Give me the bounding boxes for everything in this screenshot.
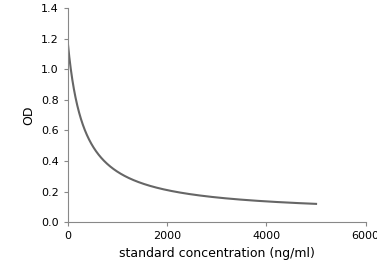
Y-axis label: OD: OD (23, 105, 35, 125)
X-axis label: standard concentration (ng/ml): standard concentration (ng/ml) (119, 247, 315, 260)
